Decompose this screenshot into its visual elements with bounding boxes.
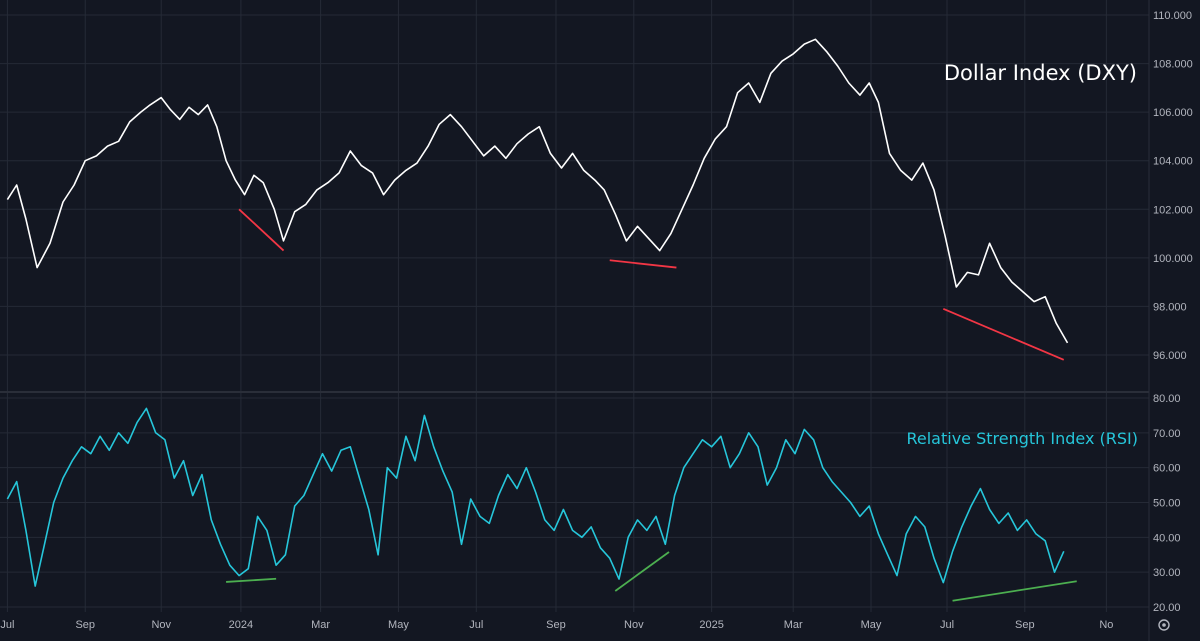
dxy-title: Dollar Index (DXY): [944, 61, 1137, 85]
x-tick-label: Nov: [624, 619, 644, 631]
rsi-pane[interactable]: [6, 407, 1077, 602]
dxy-pane[interactable]: [6, 38, 1069, 361]
x-tick-label: Jul: [940, 619, 954, 631]
grid-lines: [0, 0, 1149, 612]
x-tick-label: May: [861, 619, 882, 631]
y-tick-label: 110.000: [1153, 10, 1192, 22]
y-tick-label: 104.000: [1153, 156, 1193, 168]
dxy-price-scale[interactable]: 110.000 108.000 106.000 104.000 102.000 100.0…: [1153, 10, 1193, 362]
x-tick-label: Mar: [784, 619, 803, 631]
y-tick-label: 60.00: [1153, 463, 1181, 475]
dxy-trendline[interactable]: [238, 208, 285, 252]
y-tick-label: 20.00: [1153, 602, 1181, 614]
y-tick-label: 50.00: [1153, 498, 1181, 510]
rsi-price-scale[interactable]: 80.00 70.00 60.00 50.00 40.00 30.00 20.00: [1153, 393, 1181, 614]
dxy-series-line[interactable]: [6, 38, 1069, 344]
y-tick-label: 80.00: [1153, 393, 1181, 405]
y-tick-label: 98.000: [1153, 301, 1187, 313]
settings-gear-icon[interactable]: [1158, 619, 1170, 631]
y-tick-label: 70.00: [1153, 428, 1181, 440]
x-tick-label: 2024: [229, 619, 253, 631]
y-tick-label: 40.00: [1153, 532, 1181, 544]
x-tick-label: Nov: [151, 619, 171, 631]
y-tick-label: 108.000: [1153, 59, 1193, 71]
x-tick-label: Sep: [546, 619, 566, 631]
x-tick-label: Jul: [469, 619, 483, 631]
rsi-series-line[interactable]: [6, 407, 1065, 587]
x-tick-label: Jul: [0, 619, 14, 631]
x-tick-label: Sep: [1015, 619, 1035, 631]
rsi-trendline[interactable]: [226, 577, 277, 583]
x-tick-label: Sep: [75, 619, 95, 631]
x-tick-label: Mar: [311, 619, 330, 631]
rsi-trendline[interactable]: [952, 580, 1077, 602]
y-tick-label: 100.000: [1153, 253, 1193, 265]
x-tick-label: May: [388, 619, 409, 631]
x-tick-label: 2025: [699, 619, 723, 631]
y-tick-label: 96.000: [1153, 350, 1187, 362]
dxy-trendline[interactable]: [942, 308, 1065, 361]
y-tick-label: 30.00: [1153, 567, 1181, 579]
x-tick-label: No: [1099, 619, 1113, 631]
y-tick-label: 106.000: [1153, 107, 1193, 119]
rsi-title: Relative Strength Index (RSI): [906, 429, 1138, 448]
time-scale[interactable]: Jul Sep Nov 2024 Mar May Jul Sep Nov 2025 Mar May Ju…: [0, 619, 1113, 631]
y-tick-label: 102.000: [1153, 204, 1193, 216]
dxy-trendline[interactable]: [609, 259, 677, 269]
rsi-trendline[interactable]: [614, 551, 670, 592]
